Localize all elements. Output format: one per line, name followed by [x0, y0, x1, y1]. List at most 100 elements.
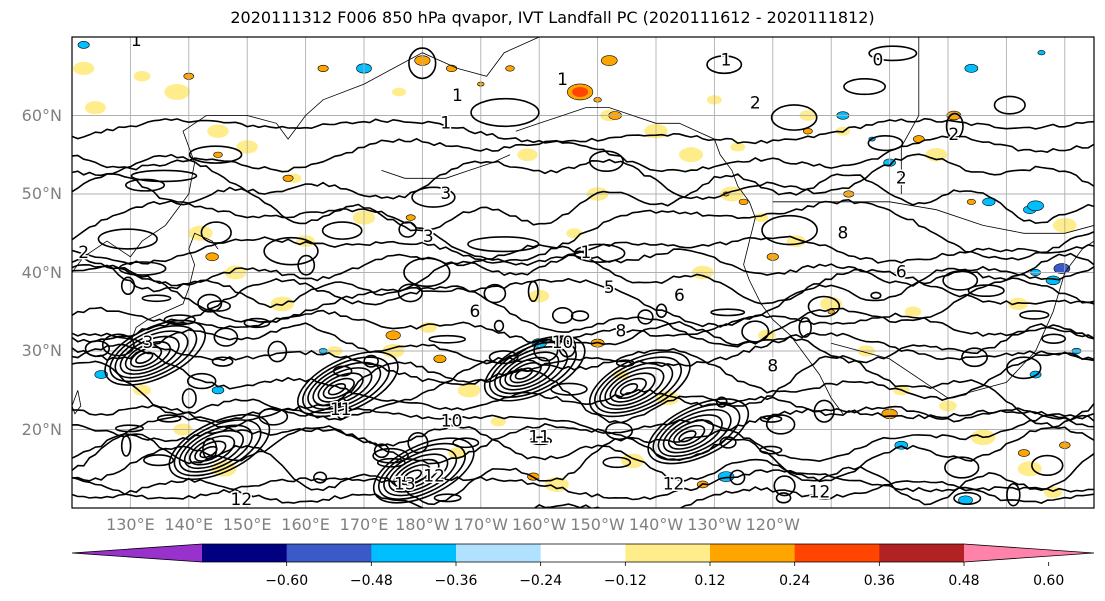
- ivt-closed-contour: [1031, 454, 1064, 476]
- ivt-closed-contour: [120, 276, 136, 295]
- contour-value-label: 1: [557, 70, 568, 90]
- ivt-closed-contour: [188, 145, 243, 164]
- contour-value-label: 13: [394, 474, 416, 494]
- qvapor-anomaly-blob: [133, 384, 151, 396]
- ivt-contour-bundle: [178, 424, 253, 473]
- colorbar-segment: [456, 544, 542, 562]
- qvapor-anomaly-blob: [904, 306, 922, 317]
- qvapor-anomaly-blob: [730, 142, 746, 152]
- ivt-closed-contour: [428, 334, 466, 344]
- colorbar-tick-label: 0.12: [694, 573, 726, 589]
- contour-value-label: 11: [330, 400, 352, 420]
- ivt-contour-bundle: [647, 398, 750, 465]
- ivt-closed-contour: [765, 414, 796, 435]
- ivt-closed-contour: [118, 261, 167, 276]
- gulf-atlantic-coastline: [831, 240, 1094, 399]
- ivt-closed-contour: [120, 434, 132, 457]
- ivt-closed-contour: [945, 112, 964, 140]
- ivt-contour-bundle: [129, 346, 163, 368]
- contour-value-label: 8: [837, 223, 848, 243]
- contour-value-label: 12: [231, 490, 253, 510]
- contour-value-label: 3: [440, 184, 451, 204]
- qvapor-anomaly-blob: [213, 151, 223, 158]
- colorbar-segment: [286, 544, 372, 562]
- ivt-closed-contour: [759, 414, 783, 423]
- colorbar-segment: [540, 544, 626, 562]
- colorbar-tick-label: 0.60: [1033, 573, 1065, 589]
- latitude-label: 30°N: [21, 341, 62, 360]
- ivt-closed-contour: [637, 309, 654, 325]
- contour-value-label: 2: [896, 168, 907, 188]
- ivt-contour-bundle: [312, 367, 373, 407]
- qvapor-anomaly-blob: [448, 447, 467, 459]
- latitude-label: 60°N: [21, 105, 62, 125]
- ivt-contour-bundle: [383, 448, 458, 497]
- ivt-contour-bundle: [119, 335, 180, 375]
- qvapor-anomaly-blob: [566, 228, 583, 239]
- ivt-closed-contour: [961, 347, 988, 368]
- latitude-label: 40°N: [21, 262, 62, 282]
- ivt-contour-bundle: [199, 445, 218, 459]
- longitude-label: 170°W: [453, 515, 508, 534]
- ivt-contour: [72, 343, 1094, 403]
- map-title: 2020111312 F006 850 hPa qvapor, IVT Land…: [230, 8, 875, 27]
- qvapor-anomaly-blob: [964, 64, 979, 73]
- contour-value-label: 1: [581, 243, 592, 263]
- ivt-contour-bundle: [499, 351, 560, 391]
- ivt-contour: [72, 469, 1094, 501]
- contour-value-label: 1: [721, 51, 732, 71]
- contour-value-label: 1: [131, 31, 142, 51]
- ivt-contour: [72, 309, 1094, 344]
- ivt-contour-bundle: [509, 362, 542, 384]
- ivt-contour-bundle: [124, 340, 171, 372]
- ivt-closed-contour: [124, 178, 166, 192]
- ivt-contour-bundle: [604, 367, 665, 407]
- ivt-closed-contour: [213, 327, 239, 347]
- ivt-contour: [72, 117, 1094, 145]
- ivt-closed-contour: [813, 399, 835, 423]
- colorbar-segment: [371, 544, 457, 562]
- ivt-closed-contour: [163, 314, 196, 326]
- ivt-contour-bundle: [488, 340, 577, 398]
- colorbar-tick-label: −0.60: [265, 573, 309, 589]
- ivt-contour-bundle: [678, 430, 697, 443]
- contour-value-label: 6: [896, 263, 907, 283]
- contour-value-label: 10: [441, 412, 463, 432]
- ivt-closed-contour: [759, 445, 783, 455]
- ivt-closed-contour: [483, 283, 507, 304]
- ivt-contour: [72, 235, 1094, 266]
- ivt-closed-contour: [944, 456, 980, 479]
- ivt-contour: [72, 173, 1094, 232]
- ivt-closed-contour: [770, 104, 818, 131]
- qvapor-anomaly-blob: [385, 330, 401, 341]
- qvapor-anomaly-blob: [1037, 50, 1046, 56]
- ivt-closed-contour: [372, 447, 409, 464]
- qvapor-anomaly-blob: [1027, 200, 1044, 212]
- ivt-closed-contour: [605, 421, 634, 441]
- qvapor-anomaly-blob: [679, 147, 704, 163]
- qvapor-anomaly-blob: [490, 416, 506, 427]
- longitude-label: 130°E: [106, 515, 155, 534]
- colorbar-tick-label: −0.36: [434, 573, 478, 589]
- contour-value-label: 2: [750, 94, 761, 114]
- ivt-closed-contour: [206, 300, 231, 312]
- ivt-closed-contour: [84, 340, 111, 358]
- japan-coastline: [130, 232, 219, 344]
- us-canada-border: [772, 201, 1094, 234]
- ivt-closed-contour: [573, 243, 626, 263]
- ivt-contour-bundle: [296, 351, 399, 418]
- colorbar-segment: [710, 544, 796, 562]
- longitude-label: 130°W: [687, 515, 742, 534]
- longitude-label: 140°W: [628, 515, 684, 534]
- ivt-contour: [72, 388, 1094, 424]
- contour-value-label: 8: [616, 321, 627, 341]
- ivt-contour-bundle: [393, 458, 440, 490]
- qvapor-anomaly-blob: [405, 214, 416, 221]
- ivt-closed-contour: [143, 454, 175, 467]
- contour-value-label: 2: [78, 243, 89, 263]
- ivt-contour-bundle: [403, 469, 423, 482]
- colorbar-segment: [879, 544, 965, 562]
- qvapor-anomaly-blob: [1008, 297, 1028, 311]
- ivt-closed-contour: [97, 228, 158, 250]
- qvapor-anomaly-blob: [164, 83, 190, 100]
